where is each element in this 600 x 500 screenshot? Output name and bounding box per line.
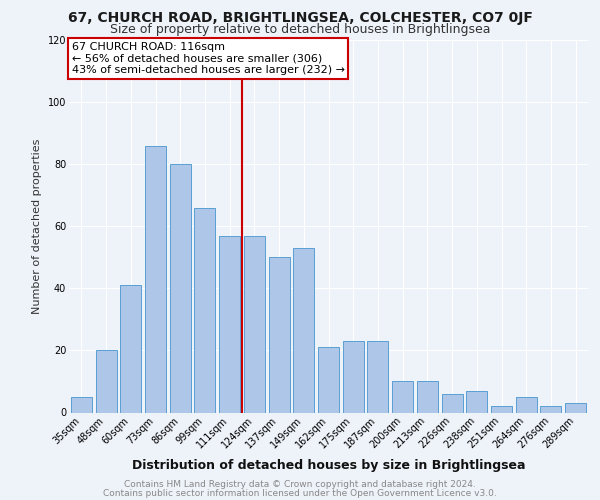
Bar [120,285,141,412]
Text: Size of property relative to detached houses in Brightlingsea: Size of property relative to detached ho… [110,22,490,36]
Bar [442,394,463,412]
Bar [367,341,388,412]
Bar [541,406,562,412]
Text: 67, CHURCH ROAD, BRIGHTLINGSEA, COLCHESTER, CO7 0JF: 67, CHURCH ROAD, BRIGHTLINGSEA, COLCHEST… [68,11,532,25]
Text: Contains public sector information licensed under the Open Government Licence v3: Contains public sector information licen… [103,488,497,498]
Bar [565,403,586,412]
Bar [466,391,487,412]
Bar [491,406,512,412]
Text: Contains HM Land Registry data © Crown copyright and database right 2024.: Contains HM Land Registry data © Crown c… [124,480,476,489]
Bar [244,236,265,412]
Bar [392,382,413,412]
Bar [170,164,191,412]
Bar [194,208,215,412]
Text: 67 CHURCH ROAD: 116sqm
← 56% of detached houses are smaller (306)
43% of semi-de: 67 CHURCH ROAD: 116sqm ← 56% of detached… [71,42,344,75]
X-axis label: Distribution of detached houses by size in Brightlingsea: Distribution of detached houses by size … [132,458,525,471]
Bar [95,350,116,412]
Bar [318,348,339,412]
Y-axis label: Number of detached properties: Number of detached properties [32,138,42,314]
Bar [293,248,314,412]
Bar [269,258,290,412]
Bar [145,146,166,412]
Bar [516,397,537,412]
Bar [219,236,240,412]
Bar [71,397,92,412]
Bar [343,341,364,412]
Bar [417,382,438,412]
